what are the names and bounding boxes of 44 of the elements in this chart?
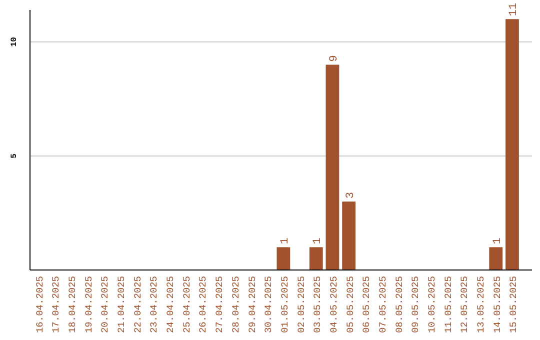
x-tick-label: 14.05.2025 xyxy=(492,276,503,334)
x-tick-label: 29.04.2025 xyxy=(246,276,258,334)
x-tick-label: 22.04.2025 xyxy=(132,276,144,334)
y-tick-label: 5 xyxy=(10,153,19,158)
x-tick-label: 16.04.2025 xyxy=(34,276,46,334)
x-tick-label: 18.04.2025 xyxy=(67,276,78,334)
x-tick-label: 19.04.2025 xyxy=(83,276,94,334)
data-label: 1 xyxy=(492,237,504,244)
data-label: 11 xyxy=(508,2,520,16)
x-tick-label: 03.05.2025 xyxy=(312,276,324,334)
x-tick-label: 17.04.2025 xyxy=(50,276,62,334)
data-label: 3 xyxy=(344,192,357,199)
x-tick-label: 26.04.2025 xyxy=(198,276,209,334)
bar xyxy=(342,202,356,270)
x-tick-label: 25.04.2025 xyxy=(181,276,192,334)
bar xyxy=(506,19,519,270)
x-tick-label: 11.05.2025 xyxy=(442,276,454,334)
bar xyxy=(276,247,290,270)
x-tick-label: 13.05.2025 xyxy=(476,276,487,334)
y-tick-label: 10 xyxy=(10,36,19,47)
x-tick-label: 04.05.2025 xyxy=(328,276,340,334)
x-tick-label: 07.05.2025 xyxy=(377,276,388,334)
bar xyxy=(309,247,323,270)
x-tick-label: 08.05.2025 xyxy=(394,276,405,334)
x-tick-label: 01.05.2025 xyxy=(279,276,290,334)
x-tick-label: 23.04.2025 xyxy=(148,276,160,334)
x-tick-label: 09.05.2025 xyxy=(410,276,422,334)
x-tick-label: 10.05.2025 xyxy=(426,276,438,334)
x-tick-label: 24.04.2025 xyxy=(165,276,176,334)
bar xyxy=(326,64,340,270)
x-tick-label: 30.04.2025 xyxy=(263,276,274,334)
x-tick-label: 05.05.2025 xyxy=(344,276,356,334)
x-tick-label: 20.04.2025 xyxy=(100,276,111,334)
bar xyxy=(489,247,503,270)
x-tick-label: 27.04.2025 xyxy=(214,276,226,334)
data-label: 1 xyxy=(279,237,292,244)
x-tick-label: 28.04.2025 xyxy=(230,276,242,334)
x-tick-label: 06.05.2025 xyxy=(361,276,372,334)
data-label: 9 xyxy=(328,55,340,62)
x-tick-label: 12.05.2025 xyxy=(459,276,470,334)
data-label: 1 xyxy=(312,237,324,244)
x-tick-label: 21.04.2025 xyxy=(116,276,128,334)
x-tick-label: 15.05.2025 xyxy=(508,276,520,334)
x-tick-label: 02.05.2025 xyxy=(296,276,307,334)
